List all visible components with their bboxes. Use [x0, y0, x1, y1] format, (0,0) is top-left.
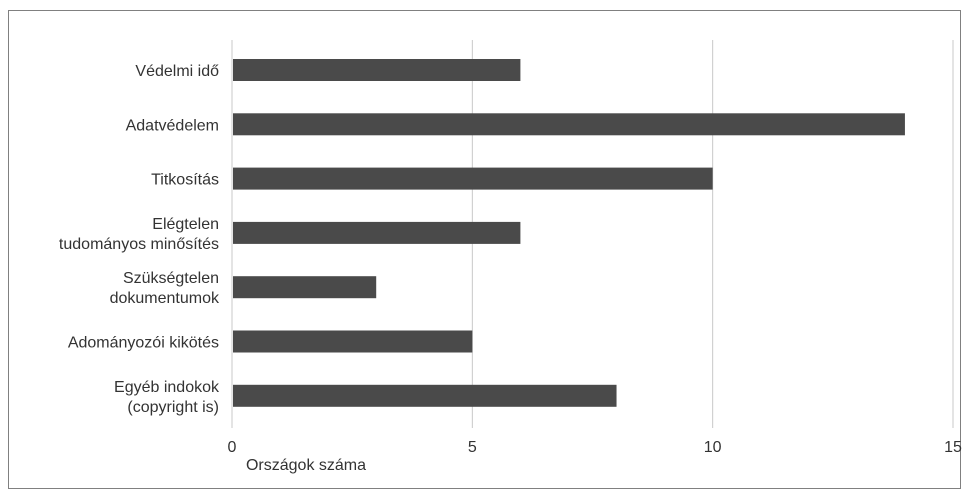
- x-tick-labels: 0 5 10 15: [228, 439, 962, 456]
- x-tick-label: 10: [704, 439, 722, 456]
- category-label: Egyéb indokok (copyright is): [114, 379, 220, 416]
- bar: [233, 113, 905, 136]
- category-label: Adományozói kikötés: [68, 335, 219, 352]
- x-tick-label: 15: [944, 439, 962, 456]
- bar: [233, 167, 713, 190]
- x-tick-label: 5: [468, 439, 477, 456]
- category-label: Szükségtelen dokumentumok: [110, 270, 220, 307]
- bar: [233, 330, 473, 353]
- x-axis-title: Országok száma: [246, 457, 366, 474]
- x-tick-label: 0: [228, 439, 237, 456]
- bar: [233, 221, 521, 244]
- category-label: Elégtelen tudományos minősítés: [59, 216, 219, 253]
- category-labels: Védelmi idő Adatvédelem Titkosítás Elégtele…: [59, 63, 220, 416]
- bar: [233, 276, 377, 299]
- category-label: Védelmi idő: [135, 63, 219, 80]
- category-label: Adatvédelem: [126, 117, 219, 134]
- bars: [233, 59, 905, 407]
- category-label: Titkosítás: [151, 172, 219, 189]
- bar: [233, 384, 617, 407]
- bar: [233, 59, 521, 81]
- chart-frame: [8, 10, 961, 489]
